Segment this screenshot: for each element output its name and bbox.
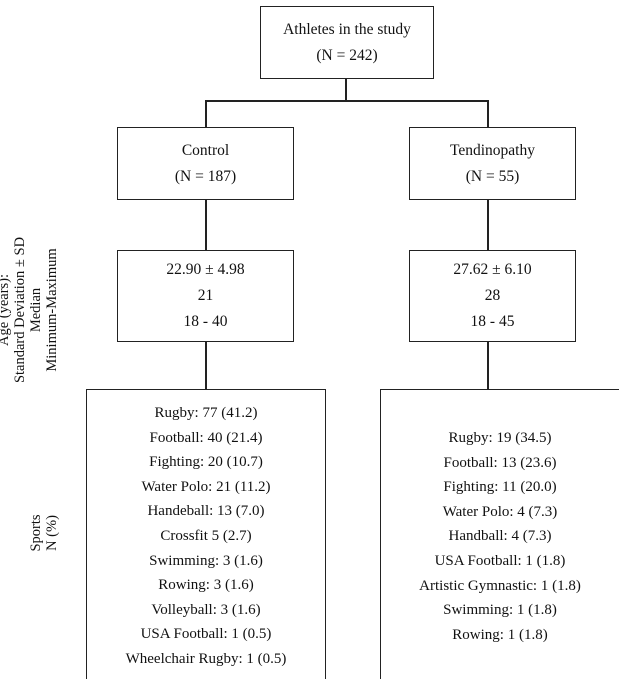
- sports-item: Swimming: 3 (1.6): [149, 552, 263, 569]
- sports-item: Rowing: 3 (1.6): [158, 577, 254, 594]
- sports-item: Crossfit 5 (2.7): [160, 527, 252, 544]
- tendinopathy-box: Tendinopathy (N = 55): [409, 127, 576, 200]
- tendinopathy-age-box: 27.62 ± 6.10 28 18 - 45: [409, 250, 576, 342]
- age-label-line: Age (years):: [0, 273, 12, 347]
- sports-label-line: Sports: [28, 514, 44, 552]
- sports-item: USA Football: 1 (0.5): [140, 626, 272, 643]
- control-age-mean-sd: 22.90 ± 4.98: [166, 261, 245, 278]
- sports-side-label: Sports N (%): [28, 503, 60, 563]
- sports-item: Football: 13 (23.6): [443, 454, 557, 471]
- sports-item: Swimming: 1 (1.8): [443, 602, 557, 619]
- root-title: Athletes in the study: [283, 20, 411, 38]
- age-label-line: Standard Deviation ± SD: [12, 236, 28, 384]
- control-count: (N = 187): [174, 167, 237, 185]
- tendinopathy-name: Tendinopathy: [449, 141, 535, 159]
- control-age-box: 22.90 ± 4.98 21 18 - 40: [117, 250, 294, 342]
- connector-tendinopathy-down: [487, 100, 489, 127]
- control-age-median: 21: [197, 287, 214, 304]
- sports-item: Handball: 4 (7.3): [448, 528, 552, 545]
- tendinopathy-count: (N = 55): [465, 167, 520, 185]
- connector-root-down: [345, 79, 347, 101]
- sports-item: Fighting: 20 (10.7): [149, 454, 263, 471]
- connector-horizontal: [205, 100, 488, 102]
- tendinopathy-age-mean-sd: 27.62 ± 6.10: [453, 261, 532, 278]
- connector-control-sports: [205, 341, 207, 389]
- connector-tendinopathy-age: [487, 199, 489, 250]
- control-sports-box: Rugby: 77 (41.2) Football: 40 (21.4) Fig…: [86, 389, 326, 679]
- sports-item: Rugby: 77 (41.2): [154, 405, 258, 421]
- control-name: Control: [181, 141, 230, 159]
- sports-item: Football: 40 (21.4): [149, 429, 263, 446]
- sports-item: Volleyball: 3 (1.6): [151, 601, 261, 618]
- sports-item: Handeball: 13 (7.0): [147, 503, 265, 520]
- root-count: (N = 242): [316, 46, 378, 64]
- tendinopathy-sports-box: Rugby: 19 (34.5) Football: 13 (23.6) Fig…: [380, 389, 619, 679]
- sports-item: Artistic Gymnastic: 1 (1.8): [419, 577, 581, 594]
- tendinopathy-age-range: 18 - 45: [470, 313, 515, 330]
- connector-tendinopathy-sports: [487, 341, 489, 389]
- sports-label-line: N (%): [44, 515, 60, 551]
- sports-item: USA Football: 1 (1.8): [434, 552, 566, 569]
- age-label-line: Median: [28, 287, 44, 333]
- tendinopathy-age-median: 28: [484, 287, 501, 304]
- control-age-range: 18 - 40: [183, 313, 228, 330]
- age-label-line: Minimum-Maximum: [44, 248, 60, 372]
- connector-control-age: [205, 199, 207, 250]
- root-box: Athletes in the study (N = 242): [260, 6, 434, 79]
- age-side-label: Age (years): Standard Deviation ± SD Med…: [0, 230, 60, 390]
- sports-item: Wheelchair Rugby: 1 (0.5): [125, 650, 287, 667]
- sports-item: Water Polo: 21 (11.2): [141, 478, 271, 495]
- sports-item: Water Polo: 4 (7.3): [442, 503, 558, 520]
- sports-item: Rowing: 1 (1.8): [452, 626, 548, 643]
- sports-item: Fighting: 11 (20.0): [443, 479, 557, 496]
- sports-item: Rugby: 19 (34.5): [448, 430, 552, 446]
- control-box: Control (N = 187): [117, 127, 294, 200]
- connector-control-down: [205, 100, 207, 127]
